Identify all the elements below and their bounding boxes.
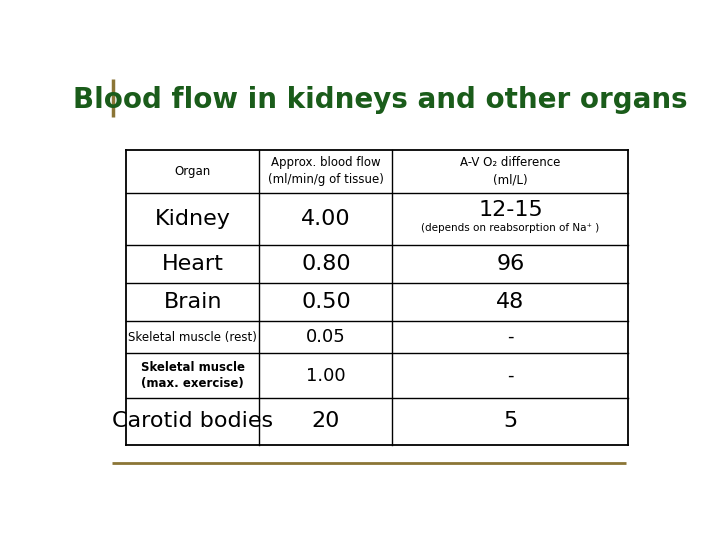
Text: 1.00: 1.00 (306, 367, 346, 384)
Text: Carotid bodies: Carotid bodies (112, 411, 274, 431)
Text: Brain: Brain (163, 292, 222, 312)
Text: 4.00: 4.00 (301, 209, 351, 229)
Text: -: - (507, 328, 513, 346)
Text: 20: 20 (312, 411, 340, 431)
Text: 5: 5 (503, 411, 518, 431)
Text: A-V O₂ difference
(ml/L): A-V O₂ difference (ml/L) (460, 157, 561, 186)
Text: 0.05: 0.05 (306, 328, 346, 346)
Text: 0.80: 0.80 (301, 254, 351, 274)
Text: Heart: Heart (162, 254, 224, 274)
Text: Organ: Organ (175, 165, 211, 178)
Text: 0.50: 0.50 (301, 292, 351, 312)
Text: Blood flow in kidneys and other organs: Blood flow in kidneys and other organs (73, 86, 688, 114)
Text: -: - (507, 367, 513, 384)
Text: Skeletal muscle
(max. exercise): Skeletal muscle (max. exercise) (141, 361, 245, 390)
Text: Kidney: Kidney (155, 209, 230, 229)
Text: 12-15: 12-15 (478, 200, 543, 220)
Text: 48: 48 (496, 292, 525, 312)
Text: Skeletal muscle (rest): Skeletal muscle (rest) (128, 330, 257, 343)
Text: 96: 96 (496, 254, 525, 274)
Text: (depends on reabsorption of Na⁺ ): (depends on reabsorption of Na⁺ ) (421, 223, 600, 233)
Text: Approx. blood flow
(ml/min/g of tissue): Approx. blood flow (ml/min/g of tissue) (268, 157, 384, 186)
